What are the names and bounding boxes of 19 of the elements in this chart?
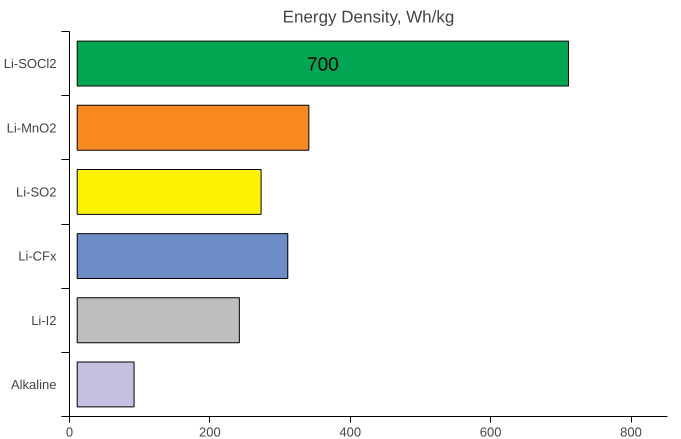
x-tick-label: 400 [339,424,362,439]
y-tick-label: Alkaline [10,376,57,392]
bar [76,168,262,215]
y-tick-label: Li-CFx [18,248,57,264]
chart-title: Energy Density, Wh/kg [282,8,454,26]
x-tick-label: 800 [620,424,642,439]
bar [76,40,570,87]
bar [76,233,288,280]
y-tick-label: Li-SOCl2 [4,56,57,72]
x-tick-label: 0 [66,424,74,439]
x-tick-label: 600 [480,424,502,439]
data-label: 700 [307,54,339,76]
bar [76,104,310,151]
bar [76,297,240,344]
x-tick-label: 200 [199,424,221,439]
bar [76,361,135,408]
y-tick-label: Li-I2 [31,312,57,328]
y-tick-label: Li-MnO2 [6,120,57,136]
y-tick-label: Li-SO2 [16,184,57,200]
